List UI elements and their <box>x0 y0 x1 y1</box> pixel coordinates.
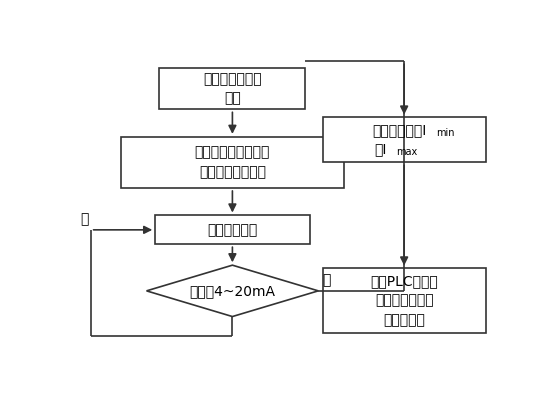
FancyBboxPatch shape <box>322 269 486 333</box>
Text: 确定实际电流I: 确定实际电流I <box>373 123 427 137</box>
Text: 转换PLC实际电
流的值，显示到
计算机画面: 转换PLC实际电 流的值，显示到 计算机画面 <box>370 274 438 327</box>
Text: min: min <box>437 128 455 138</box>
Text: 调式固定电压: 调式固定电压 <box>207 223 258 237</box>
FancyBboxPatch shape <box>322 118 486 163</box>
FancyBboxPatch shape <box>121 137 344 188</box>
FancyBboxPatch shape <box>160 68 305 109</box>
Text: 否: 否 <box>80 213 89 227</box>
Text: max: max <box>397 147 418 157</box>
FancyBboxPatch shape <box>155 216 310 244</box>
Text: 电流在4~20mA: 电流在4~20mA <box>189 284 275 298</box>
Text: 测定电位器电阻
范围: 测定电位器电阻 范围 <box>203 72 261 106</box>
Text: 推出加氯机电位器随
工作状态变化规律: 推出加氯机电位器随 工作状态变化规律 <box>194 146 270 179</box>
Text: 是: 是 <box>322 274 331 288</box>
Text: 到I: 到I <box>375 142 387 156</box>
Polygon shape <box>146 265 318 317</box>
